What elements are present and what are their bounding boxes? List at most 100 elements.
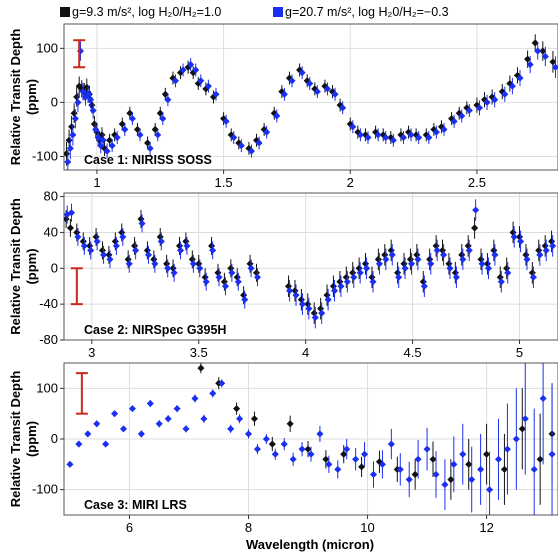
- reference-error-bar: [73, 39, 86, 69]
- data-point: [423, 445, 431, 453]
- data-point: [66, 224, 74, 232]
- data-point: [396, 465, 404, 473]
- data-point: [331, 90, 339, 98]
- data-point: [227, 425, 235, 433]
- data-point: [399, 134, 408, 142]
- data-point: [79, 88, 87, 96]
- data-point: [504, 269, 512, 277]
- data-point: [516, 74, 524, 82]
- data-point: [136, 131, 144, 139]
- data-point: [415, 134, 423, 142]
- reference-error-bar: [75, 372, 88, 415]
- data-point: [429, 455, 437, 463]
- x-tick-label: 3.5: [190, 345, 208, 360]
- data-point: [119, 233, 127, 241]
- data-point: [459, 450, 467, 458]
- data-point: [75, 440, 83, 448]
- data-point: [524, 55, 532, 63]
- data-point: [212, 90, 220, 98]
- data-point: [244, 430, 253, 438]
- data-point: [298, 69, 306, 77]
- series-black: [64, 210, 556, 324]
- data-point: [401, 264, 409, 272]
- y-tick-label: 0: [51, 431, 58, 446]
- data-point: [262, 435, 270, 443]
- data-point: [164, 264, 172, 272]
- data-point: [247, 147, 256, 155]
- data-point: [539, 47, 547, 55]
- panel-1: 1 1.5 2 2.5 -100 0 100 Relative Transit Depth (p…: [8, 23, 558, 190]
- data-point: [374, 131, 382, 139]
- data-point: [255, 139, 263, 147]
- data-point: [241, 296, 249, 304]
- data-point: [307, 450, 315, 458]
- data-point: [529, 273, 537, 281]
- gridlines: [64, 363, 558, 515]
- data-point: [222, 117, 230, 125]
- data-point: [288, 77, 296, 85]
- data-point: [526, 61, 534, 69]
- data-point: [343, 278, 351, 286]
- panel-3: 6 8 10 12 -100 0 100 Relative Transit Depth (ppm…: [8, 362, 558, 535]
- data-point: [334, 465, 342, 473]
- data-point: [92, 125, 100, 133]
- data-points: [64, 34, 558, 170]
- panel-frame: [63, 23, 558, 171]
- series-blue: [66, 363, 556, 515]
- data-point: [90, 120, 98, 128]
- gridlines: [64, 193, 558, 341]
- data-point: [450, 460, 458, 468]
- data-point: [74, 233, 82, 241]
- panel-label: Case 3: MIRI LRS: [84, 498, 187, 512]
- x-tick-label: 3: [88, 345, 95, 360]
- y-axis-label-unit: (ppm): [24, 421, 39, 457]
- data-point: [182, 425, 190, 433]
- data-point: [247, 264, 255, 272]
- data-point: [74, 98, 82, 106]
- data-point: [200, 415, 208, 423]
- x-tick-label: 2: [347, 175, 354, 190]
- data-point: [486, 486, 494, 494]
- data-point: [407, 131, 415, 139]
- y-axis-label: Relative Transit Depth: [8, 29, 23, 166]
- data-point: [318, 309, 326, 317]
- data-point: [66, 144, 74, 152]
- data-point: [93, 420, 101, 428]
- data-point: [382, 134, 390, 142]
- data-point: [447, 475, 455, 484]
- data-point: [65, 136, 73, 144]
- data-point: [356, 269, 364, 277]
- legend: g=9.3 m/s², log H₂0/H₂=1.0 g=20.7 m/s², …: [60, 5, 449, 19]
- data-point: [197, 77, 205, 85]
- data-point: [542, 246, 550, 254]
- data-point: [539, 394, 547, 403]
- data-point: [192, 66, 200, 74]
- data-point: [118, 120, 126, 128]
- x-tick-label: 1: [93, 175, 100, 190]
- x-tick-label: 8: [245, 520, 252, 535]
- data-point: [289, 455, 297, 463]
- data-point: [541, 52, 549, 60]
- data-point: [425, 134, 433, 142]
- data-point: [119, 425, 128, 433]
- data-point: [477, 465, 485, 473]
- data-point: [286, 420, 294, 428]
- data-point: [112, 242, 120, 250]
- data-point: [316, 430, 324, 438]
- data-point: [450, 117, 458, 125]
- data-point: [126, 109, 134, 117]
- panel-2: 3 3.5 4 4.5 5 -80 -40 0 40 80 Relative Transit Dep…: [8, 189, 558, 360]
- data-point: [494, 455, 503, 463]
- data-point: [420, 282, 428, 290]
- data-point: [280, 90, 288, 98]
- data-point: [551, 63, 558, 71]
- data-point: [517, 237, 525, 245]
- data-point: [361, 450, 369, 458]
- series-blue: [64, 41, 558, 170]
- data-point: [322, 455, 330, 463]
- data-point: [549, 58, 557, 66]
- data-point: [389, 136, 397, 144]
- data-point: [512, 435, 520, 443]
- data-point: [159, 115, 167, 123]
- y-tick-label: 80: [44, 189, 58, 204]
